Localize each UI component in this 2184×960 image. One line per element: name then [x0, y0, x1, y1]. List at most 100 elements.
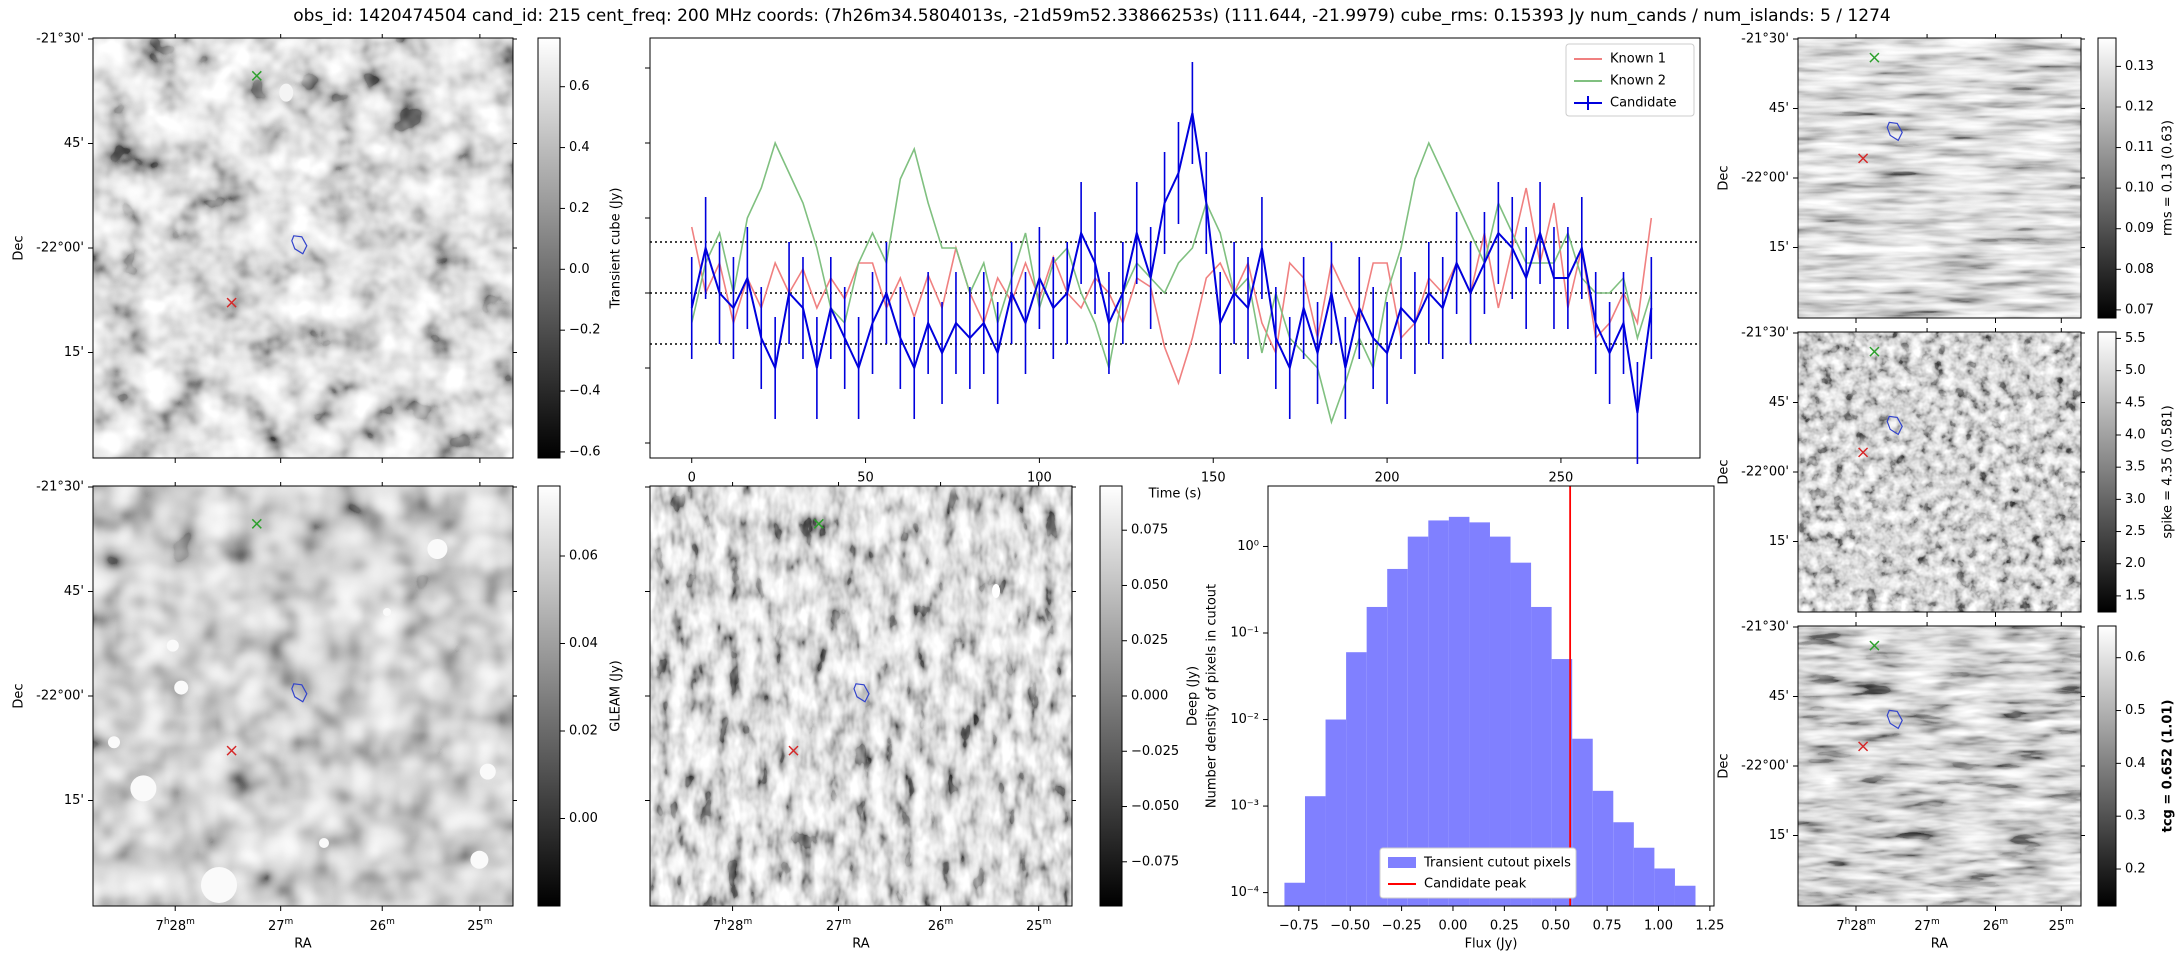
histogram-frame-top	[1267, 485, 1715, 907]
gleam-source	[108, 736, 120, 749]
histogram-bar	[1366, 606, 1388, 906]
colorbar-tick-label: 0.2	[2125, 862, 2146, 877]
y-tick-label: 10⁻¹	[1230, 626, 1259, 641]
colorbar-tick-label: −0.6	[569, 444, 601, 459]
series-line-candidate	[690, 112, 1653, 414]
dec-tick-label: -21°30'	[36, 32, 84, 47]
dec-tick-label: 15'	[1769, 828, 1789, 843]
ra-tick-label: 27m	[1914, 917, 1939, 934]
colorbar-tick-label: −0.2	[569, 323, 601, 338]
dec-tick-label: -21°30'	[1741, 326, 1789, 341]
colorbar-tick-label: 0.000	[1131, 689, 1168, 704]
island-contour	[291, 683, 308, 703]
deep-colorbar-label: Deep (Jy)	[1186, 666, 1201, 726]
tcg-image	[1798, 626, 2081, 906]
gleam-panel: -21°30' 45' -22°00' 15' Dec 7h28m 27m 26m 25m RA	[12, 480, 517, 952]
colorbar-tick-label: 4.5	[2125, 395, 2146, 410]
figure-title: obs_id: 1420474504 cand_id: 215 cent_fre…	[293, 6, 1891, 26]
ra-tick-label: 27m	[826, 917, 851, 934]
dec-tick-label: -21°30'	[1741, 32, 1789, 47]
histogram-bar	[1407, 536, 1429, 906]
x-tick-label: −0.25	[1382, 919, 1422, 934]
colorbar-tick-label: 0.6	[2125, 650, 2146, 665]
x-tick-label: 0	[688, 471, 696, 486]
transient-cube-panel: -21°30' 45' -22°00' 15' Dec	[12, 32, 517, 463]
deep-colorbar-gradient	[1099, 485, 1123, 907]
x-tick-label: 1.25	[1695, 919, 1724, 934]
gleam-source	[427, 539, 448, 559]
series-line-known-2	[690, 140, 1653, 425]
ra-tick-label: 25m	[2049, 917, 2074, 934]
dec-tick-label: -22°00'	[1741, 171, 1789, 186]
colorbar-tick-label: 0.0	[569, 262, 590, 277]
tcg-panel: -21°30' 45' -22°00' 15' Dec 7h28m 27m 26m 25m RA	[1717, 620, 2085, 952]
transient-cube-colorbar-gradient	[537, 37, 561, 459]
x-tick-label: 150	[1201, 471, 1226, 486]
x-tick-label: 100	[1027, 471, 1052, 486]
candidate-marker	[788, 745, 799, 756]
ra-tick-label: 7h28m	[1836, 917, 1875, 934]
gleam-colorbar-gradient	[537, 485, 561, 907]
dec-tick-label: 15'	[1769, 240, 1789, 255]
histogram-bar	[1325, 719, 1347, 906]
rms-panel: -21°30' 45' -22°00' 15' Dec	[1717, 32, 2085, 323]
dec-tick-label: 45'	[1769, 689, 1789, 704]
colorbar-tick-label: 2.0	[2125, 556, 2146, 571]
gleam-source	[130, 775, 157, 802]
colorbar-tick-label: 0.4	[2125, 756, 2146, 771]
dec-tick-label: 45'	[64, 136, 84, 151]
spike-image	[1798, 332, 2081, 612]
legend-label: Known 1	[1610, 52, 1666, 67]
ra-tick-label: 7h28m	[156, 917, 195, 934]
legend-box	[1565, 43, 1695, 117]
histogram-bar	[1674, 885, 1696, 906]
bright-source	[279, 83, 294, 102]
ra-axis-label: RA	[852, 937, 870, 952]
dec-tick-label: 45'	[64, 584, 84, 599]
dec-tick-label: -22°00'	[36, 241, 84, 256]
gleam-source	[479, 763, 496, 780]
legend-swatch	[1388, 857, 1416, 868]
legend-label: Candidate peak	[1424, 877, 1527, 892]
histogram-bar	[1613, 822, 1634, 906]
spike-colorbar-label: spike = 4.35 (0.581)	[2161, 405, 2176, 538]
ra-tick-label: 26m	[370, 917, 395, 934]
histogram-bar	[1489, 536, 1511, 906]
colorbar-tick-label: 1.5	[2125, 588, 2146, 603]
dec-axis-label: Dec	[1717, 165, 1732, 190]
colorbar-tick-label: 0.04	[569, 636, 598, 651]
spike-panel: -21°30' 45' -22°00' 15' Dec	[1717, 326, 2085, 617]
colorbar-tick-label: 0.08	[2125, 262, 2154, 277]
x-axis-label: Flux (Jy)	[1465, 937, 1518, 952]
dec-tick-label: 45'	[1769, 395, 1789, 410]
known-source-marker	[1869, 346, 1880, 357]
colorbar-tick-label: 5.5	[2125, 331, 2146, 346]
dec-axis-label: Dec	[12, 683, 27, 708]
colorbar-tick-label: 5.0	[2125, 363, 2146, 378]
x-tick-label: 0.00	[1439, 919, 1468, 934]
colorbar-tick-label: 0.09	[2125, 221, 2154, 236]
candidate-marker	[226, 297, 237, 308]
colorbar-tick-label: 0.02	[569, 724, 598, 739]
dec-axis-label: Dec	[1717, 459, 1732, 484]
colorbar-tick-label: 0.2	[569, 201, 590, 216]
colorbar-tick-label: 0.00	[569, 811, 598, 826]
colorbar-tick-label: 3.0	[2125, 492, 2146, 507]
gleam-source	[319, 838, 329, 848]
tcg-colorbar-gradient	[2097, 625, 2117, 907]
histogram-panel: −0.75 −0.50 −0.25 0.00 0.25 0.50 0.75 1.00 1.25 1…	[1205, 485, 1724, 952]
dec-tick-label: 15'	[1769, 534, 1789, 549]
gleam-source	[470, 850, 489, 869]
colorbar-tick-label: 0.07	[2125, 302, 2154, 317]
colorbar-tick-label: 0.12	[2125, 99, 2154, 114]
candidate-marker	[1858, 153, 1869, 164]
gleam-source	[383, 608, 391, 616]
known-source-marker	[251, 518, 262, 529]
dec-tick-label: 45'	[1769, 101, 1789, 116]
legend-label: Candidate	[1610, 96, 1676, 111]
ra-axis-label: RA	[294, 937, 312, 952]
colorbar-tick-label: −0.075	[1131, 854, 1179, 869]
histogram-bar	[1304, 796, 1326, 906]
lightcurve-frame	[649, 37, 1701, 459]
y-tick-label: 10⁻⁴	[1230, 885, 1259, 900]
